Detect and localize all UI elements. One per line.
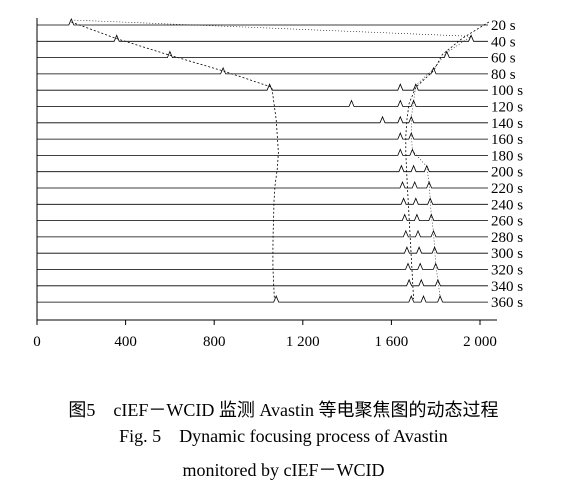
trace-label-200s: 200 s — [491, 165, 523, 181]
caption-english-text1: Dynamic focusing process of Avastin — [179, 426, 448, 446]
trace-340s — [37, 278, 488, 287]
caption-english-number: Fig. 5 — [119, 426, 162, 446]
x-tick-label-2000: 2 000 — [463, 334, 497, 350]
trace-220s — [37, 180, 488, 189]
trace-label-340s: 340 s — [491, 279, 523, 295]
trace-280s — [37, 229, 488, 238]
caption-english-text2: monitored by cIEF－WCID — [182, 460, 385, 480]
trace-label-120s: 120 s — [491, 100, 523, 116]
trace-160s — [37, 132, 488, 140]
trace-80s — [37, 66, 488, 75]
x-axis: 0 400 800 1 200 1 600 2 000 — [33, 18, 497, 350]
trace-240s — [37, 197, 488, 205]
trace-180s — [37, 148, 488, 156]
trace-360s — [37, 295, 488, 303]
x-tick-label-0: 0 — [33, 334, 41, 350]
caption-chinese-text: cIEF－WCID 监测 Avastin 等电聚焦图的动态过程 — [113, 400, 499, 420]
x-tick-label-400: 400 — [114, 334, 137, 350]
trace-label-280s: 280 s — [491, 230, 523, 246]
trace-320s — [37, 262, 488, 270]
trace-label-240s: 240 s — [491, 197, 523, 213]
x-tick-label-1600: 1 600 — [375, 334, 409, 350]
x-tick-label-800: 800 — [203, 334, 226, 350]
trace-label-320s: 320 s — [491, 263, 523, 279]
focusing-front-right — [405, 21, 490, 300]
trace-20s — [37, 17, 488, 26]
trace-40s — [37, 34, 488, 42]
focusing-front-group — [71, 19, 490, 300]
trace-label-20s: 20 s — [491, 18, 516, 34]
trace-label-140s: 140 s — [491, 116, 523, 132]
trace-label-80s: 80 s — [491, 67, 516, 83]
trace-label-260s: 260 s — [491, 214, 523, 230]
trace-140s — [37, 115, 488, 124]
trace-label-40s: 40 s — [491, 34, 516, 50]
caption-english-line2: monitored by cIEF－WCID — [0, 456, 567, 482]
trace-label-100s: 100 s — [491, 83, 523, 99]
trace-label-300s: 300 s — [491, 246, 523, 262]
trace-label-360s: 360 s — [491, 295, 523, 311]
caption-chinese: 图5 cIEF－WCID 监测 Avastin 等电聚焦图的动态过程 — [0, 396, 567, 422]
trace-group — [37, 17, 488, 303]
trace-60s — [37, 50, 488, 58]
caption-chinese-number: 图5 — [68, 400, 96, 420]
trace-100s — [37, 83, 488, 91]
caption-english-line1: Fig. 5 Dynamic focusing process of Avasti… — [0, 426, 567, 447]
trace-label-180s: 180 s — [491, 148, 523, 164]
focusing-front-left — [71, 21, 279, 300]
trace-200s — [37, 164, 488, 173]
trace-260s — [37, 213, 488, 221]
trace-label-220s: 220 s — [491, 181, 523, 197]
trace-label-60s: 60 s — [491, 51, 516, 67]
x-tick-label-1200: 1 200 — [286, 334, 320, 350]
trace-label-160s: 160 s — [491, 132, 523, 148]
trace-120s — [37, 99, 488, 107]
trace-300s — [37, 246, 488, 254]
